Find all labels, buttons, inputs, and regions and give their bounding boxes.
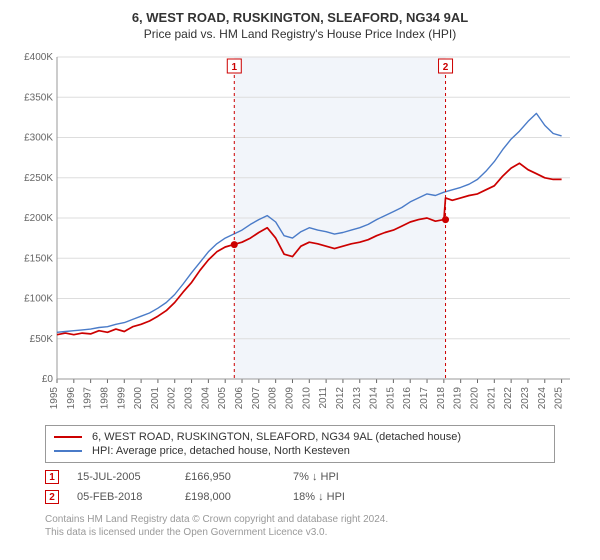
legend-label: HPI: Average price, detached house, Nort…: [92, 445, 350, 457]
svg-text:2006: 2006: [234, 387, 245, 410]
svg-text:2004: 2004: [200, 387, 211, 410]
svg-text:2001: 2001: [150, 387, 161, 410]
svg-text:2: 2: [443, 62, 449, 73]
svg-text:2024: 2024: [537, 387, 548, 410]
transaction-price: £198,000: [185, 491, 275, 503]
legend-swatch: [54, 450, 82, 452]
svg-text:2014: 2014: [369, 387, 380, 410]
svg-text:2002: 2002: [167, 387, 178, 410]
svg-text:2010: 2010: [301, 387, 312, 410]
transaction-date: 05-FEB-2018: [77, 491, 167, 503]
svg-text:2017: 2017: [419, 387, 430, 410]
transaction-delta: 18% ↓ HPI: [293, 491, 383, 503]
chart-svg: £0 £50K £100K £150K £200K £250K £300K £350K £400…: [15, 49, 575, 419]
svg-text:£50K: £50K: [30, 334, 54, 345]
table-row: 2 05-FEB-2018 £198,000 18% ↓ HPI: [45, 487, 555, 507]
svg-text:1995: 1995: [49, 387, 60, 410]
table-row: 1 15-JUL-2005 £166,950 7% ↓ HPI: [45, 467, 555, 487]
svg-text:1996: 1996: [66, 387, 77, 410]
svg-text:2012: 2012: [335, 387, 346, 410]
svg-text:2018: 2018: [436, 387, 447, 410]
copyright: Contains HM Land Registry data © Crown c…: [45, 513, 555, 539]
svg-text:2007: 2007: [251, 387, 262, 410]
transactions-table: 1 15-JUL-2005 £166,950 7% ↓ HPI 2 05-FEB…: [45, 467, 555, 507]
chart-subtitle: Price paid vs. HM Land Registry's House …: [15, 27, 585, 41]
chart-title: 6, WEST ROAD, RUSKINGTON, SLEAFORD, NG34…: [15, 10, 585, 25]
svg-text:£200K: £200K: [24, 213, 53, 224]
svg-text:2005: 2005: [217, 387, 228, 410]
legend-label: 6, WEST ROAD, RUSKINGTON, SLEAFORD, NG34…: [92, 431, 461, 443]
svg-text:2021: 2021: [486, 387, 497, 410]
svg-text:2020: 2020: [469, 387, 480, 410]
svg-text:2025: 2025: [554, 387, 565, 410]
svg-text:£0: £0: [42, 374, 54, 385]
legend: 6, WEST ROAD, RUSKINGTON, SLEAFORD, NG34…: [45, 425, 555, 463]
copyright-line: Contains HM Land Registry data © Crown c…: [45, 513, 555, 526]
svg-text:£400K: £400K: [24, 52, 53, 63]
svg-text:2023: 2023: [520, 387, 531, 410]
transaction-date: 15-JUL-2005: [77, 471, 167, 483]
svg-text:2015: 2015: [385, 387, 396, 410]
marker-badge: 2: [45, 490, 59, 504]
svg-text:1998: 1998: [99, 387, 110, 410]
svg-text:1999: 1999: [116, 387, 127, 410]
svg-text:1997: 1997: [83, 387, 94, 410]
svg-text:£100K: £100K: [24, 294, 53, 305]
marker-badge: 1: [45, 470, 59, 484]
svg-text:£350K: £350K: [24, 92, 53, 103]
svg-text:2003: 2003: [184, 387, 195, 410]
transaction-delta: 7% ↓ HPI: [293, 471, 383, 483]
legend-swatch: [54, 436, 82, 438]
svg-text:2008: 2008: [268, 387, 279, 410]
legend-item: 6, WEST ROAD, RUSKINGTON, SLEAFORD, NG34…: [54, 430, 546, 444]
transaction-price: £166,950: [185, 471, 275, 483]
legend-item: HPI: Average price, detached house, Nort…: [54, 444, 546, 458]
svg-text:2000: 2000: [133, 387, 144, 410]
svg-text:£150K: £150K: [24, 253, 53, 264]
svg-text:2013: 2013: [352, 387, 363, 410]
svg-text:2019: 2019: [453, 387, 464, 410]
svg-text:2009: 2009: [284, 387, 295, 410]
svg-text:2011: 2011: [318, 387, 329, 409]
copyright-line: This data is licensed under the Open Gov…: [45, 526, 555, 539]
svg-text:2016: 2016: [402, 387, 413, 410]
svg-text:1: 1: [231, 62, 237, 73]
svg-text:2022: 2022: [503, 387, 514, 410]
chart-area: £0 £50K £100K £150K £200K £250K £300K £350K £400…: [15, 49, 575, 419]
svg-text:£300K: £300K: [24, 133, 53, 144]
svg-text:£250K: £250K: [24, 173, 53, 184]
